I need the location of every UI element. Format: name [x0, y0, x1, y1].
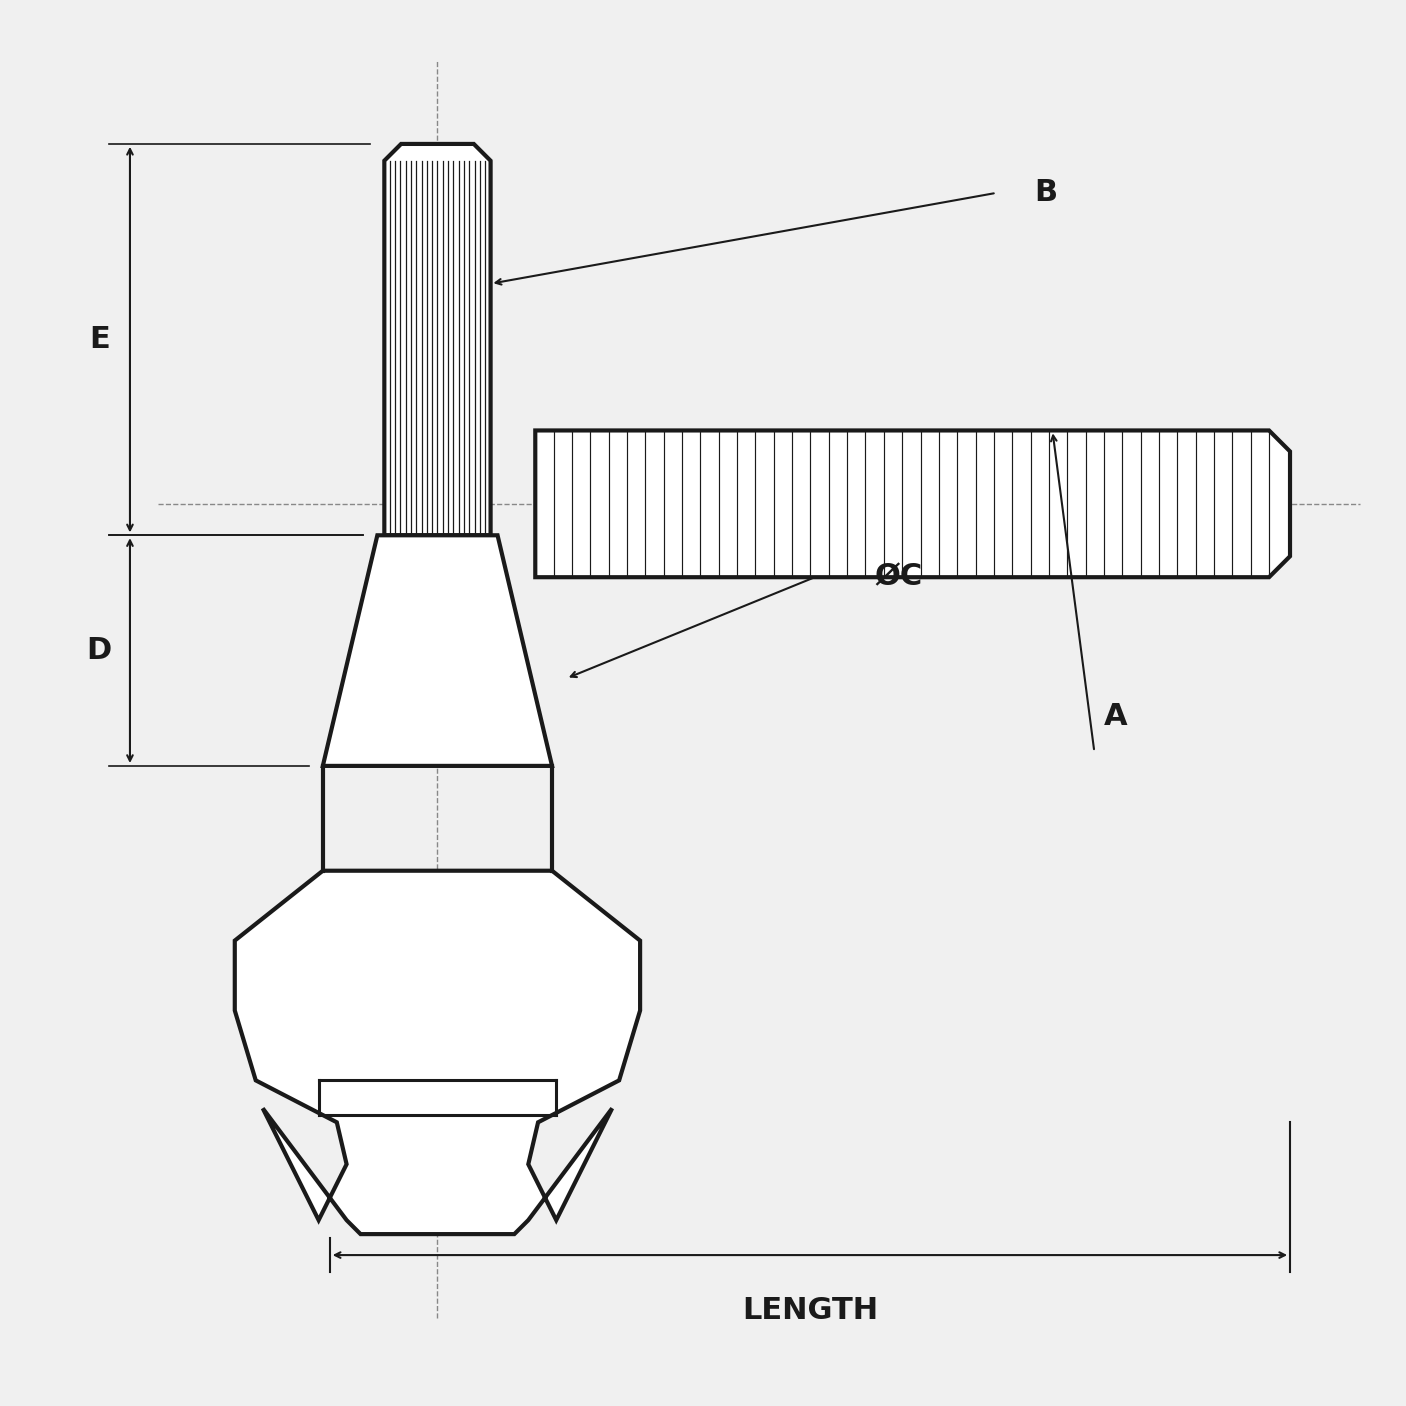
Polygon shape — [536, 430, 1291, 578]
Polygon shape — [235, 870, 640, 1234]
Text: A: A — [1104, 703, 1128, 731]
Text: D: D — [87, 636, 112, 665]
Polygon shape — [323, 536, 553, 766]
Polygon shape — [384, 143, 491, 536]
Text: LENGTH: LENGTH — [742, 1296, 877, 1326]
Text: B: B — [1033, 179, 1057, 207]
Text: ØC: ØC — [875, 562, 922, 592]
Text: E: E — [89, 325, 110, 354]
